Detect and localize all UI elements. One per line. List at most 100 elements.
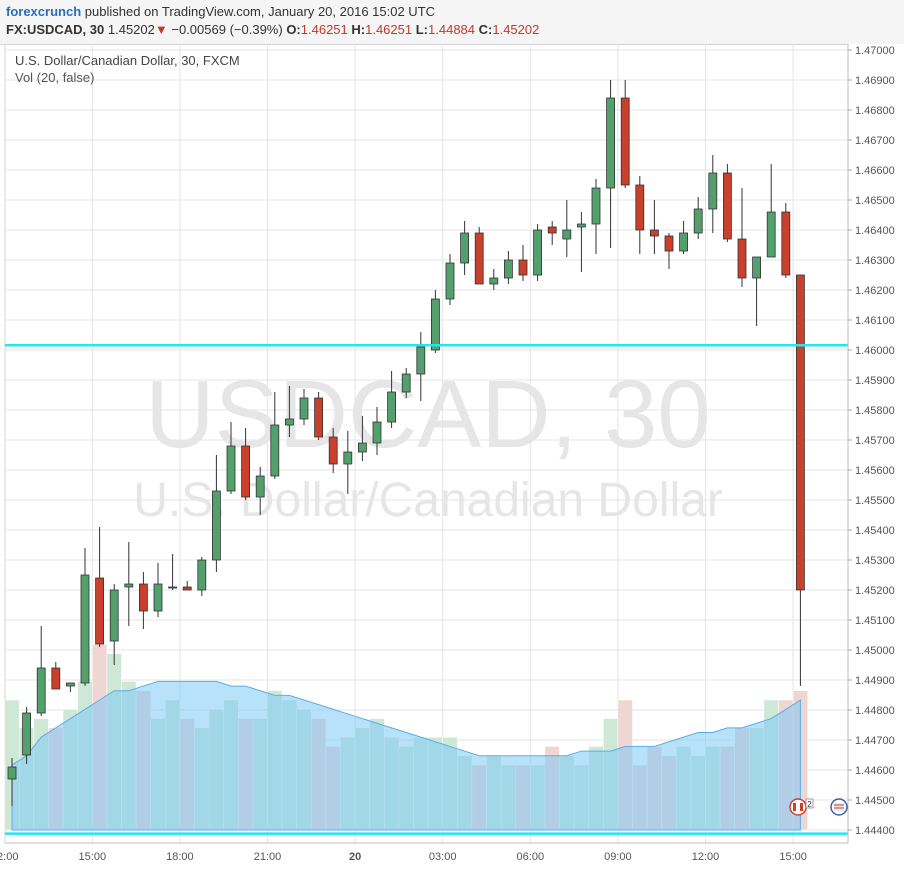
candle bbox=[51, 662, 61, 690]
price-tick-label: 1.46500 bbox=[855, 195, 895, 207]
candle-up bbox=[197, 559, 207, 591]
candle bbox=[533, 224, 542, 281]
candle-up bbox=[489, 277, 499, 285]
candle-up bbox=[387, 391, 397, 423]
candle-down bbox=[314, 397, 324, 438]
candle bbox=[752, 256, 761, 326]
price-tick-label: 1.46200 bbox=[855, 285, 895, 297]
candle bbox=[80, 548, 90, 686]
candle bbox=[95, 527, 104, 647]
candle bbox=[723, 164, 732, 242]
time-tick-label: 09:00 bbox=[604, 851, 632, 863]
candle bbox=[372, 407, 382, 455]
candle-up bbox=[445, 262, 455, 300]
us-flag-icon[interactable] bbox=[830, 798, 848, 816]
candle-down bbox=[518, 259, 528, 276]
price-tick-label: 1.45000 bbox=[855, 645, 895, 657]
candle bbox=[766, 164, 776, 258]
candle-down bbox=[781, 211, 791, 276]
candle-up bbox=[533, 229, 542, 276]
candle-up bbox=[211, 490, 221, 561]
chart-legend-title[interactable]: U.S. Dollar/Canadian Dollar, 30, FXCM bbox=[15, 53, 240, 68]
candle bbox=[620, 80, 630, 188]
candle-up bbox=[299, 397, 309, 420]
candle bbox=[430, 290, 440, 353]
candle bbox=[708, 155, 718, 233]
candle bbox=[153, 563, 163, 617]
price-axis-bg bbox=[848, 44, 904, 843]
candle bbox=[343, 431, 353, 494]
candle bbox=[664, 233, 674, 269]
price-tick-label: 1.44700 bbox=[855, 735, 895, 747]
candlesticks bbox=[7, 80, 805, 806]
chart-header: forexcrunch published on TradingView.com… bbox=[0, 0, 904, 45]
price-tick-label: 1.46600 bbox=[855, 165, 895, 177]
candle bbox=[226, 422, 236, 494]
candle bbox=[591, 179, 601, 254]
price-tick-label: 1.46300 bbox=[855, 255, 895, 267]
candle-up bbox=[153, 583, 163, 612]
candle-down bbox=[620, 97, 630, 186]
candle-up bbox=[7, 766, 17, 780]
candle bbox=[270, 392, 280, 479]
quote-line: FX:USDCAD, 30 1.45202▼ −0.00569 (−0.39%)… bbox=[6, 22, 539, 37]
candle-down bbox=[723, 172, 732, 240]
candle-down bbox=[547, 226, 557, 234]
price-tick-label: 1.47000 bbox=[855, 45, 895, 57]
symbol-label[interactable]: FX:USDCAD, 30 bbox=[6, 22, 105, 37]
candle-up bbox=[357, 442, 367, 453]
price-change: −0.00569 (−0.39%) bbox=[171, 22, 283, 37]
candle-up bbox=[270, 424, 280, 477]
candle-up bbox=[708, 172, 718, 210]
candle-up bbox=[416, 346, 426, 375]
symbol-watermark: USDCAD, 30 U.S. Dollar/Canadian Dollar bbox=[133, 361, 723, 527]
price-tick-label: 1.46100 bbox=[855, 315, 895, 327]
candle bbox=[357, 416, 367, 461]
candle-down bbox=[664, 235, 674, 252]
candle-down bbox=[95, 577, 104, 645]
time-tick-label: 12:00 bbox=[692, 851, 720, 863]
canada-flag-icon[interactable]: 2 bbox=[789, 798, 814, 816]
event-markers[interactable]: 2 bbox=[789, 798, 848, 816]
candle-up bbox=[343, 451, 353, 465]
candle-down bbox=[650, 229, 659, 237]
candle bbox=[299, 389, 309, 425]
candle bbox=[737, 188, 747, 287]
price-axis[interactable]: 1.47000 1.46900 1.46800 1.46700 1.46600 1.465… bbox=[847, 44, 904, 843]
watermark-name: U.S. Dollar/Canadian Dollar bbox=[133, 474, 723, 527]
candle-down bbox=[138, 583, 148, 612]
candle-up bbox=[460, 232, 470, 264]
price-tick-label: 1.45600 bbox=[855, 465, 895, 477]
candle-up bbox=[226, 445, 236, 492]
candle bbox=[124, 542, 134, 626]
candle-up bbox=[766, 211, 776, 258]
candle bbox=[445, 254, 455, 305]
time-tick-label: 15:00 bbox=[779, 851, 807, 863]
publish-line: forexcrunch published on TradingView.com… bbox=[6, 4, 435, 19]
price-tick-label: 1.45500 bbox=[855, 495, 895, 507]
time-tick-label: 12:00 bbox=[0, 851, 18, 863]
price-tick-label: 1.44600 bbox=[855, 765, 895, 777]
candle bbox=[22, 707, 32, 764]
price-tick-label: 1.45200 bbox=[855, 585, 895, 597]
price-tick-label: 1.45800 bbox=[855, 405, 895, 417]
time-tick-label: 21:00 bbox=[254, 851, 282, 863]
candle bbox=[577, 212, 586, 272]
time-tick-label: 20 bbox=[349, 851, 361, 863]
price-chart[interactable]: USDCAD, 30 U.S. Dollar/Canadian Dollar 1… bbox=[0, 44, 904, 871]
price-tick-label: 1.45100 bbox=[855, 615, 895, 627]
time-axis[interactable]: 12:00 15:00 18:00 21:00 20 03:00 06:00 09:00 12:… bbox=[0, 842, 848, 863]
candle-up bbox=[168, 586, 178, 589]
candle-up bbox=[591, 187, 601, 225]
price-tick-label: 1.45300 bbox=[855, 555, 895, 567]
candle bbox=[518, 245, 528, 281]
candle-up bbox=[503, 259, 513, 279]
candle bbox=[182, 581, 192, 591]
candle bbox=[168, 554, 178, 590]
candle-down bbox=[796, 274, 805, 591]
price-tick-label: 1.46000 bbox=[855, 345, 895, 357]
volume-legend[interactable]: Vol (20, false) bbox=[15, 70, 95, 85]
publisher-name[interactable]: forexcrunch bbox=[6, 4, 82, 19]
candle bbox=[255, 467, 265, 515]
candle bbox=[7, 758, 17, 806]
